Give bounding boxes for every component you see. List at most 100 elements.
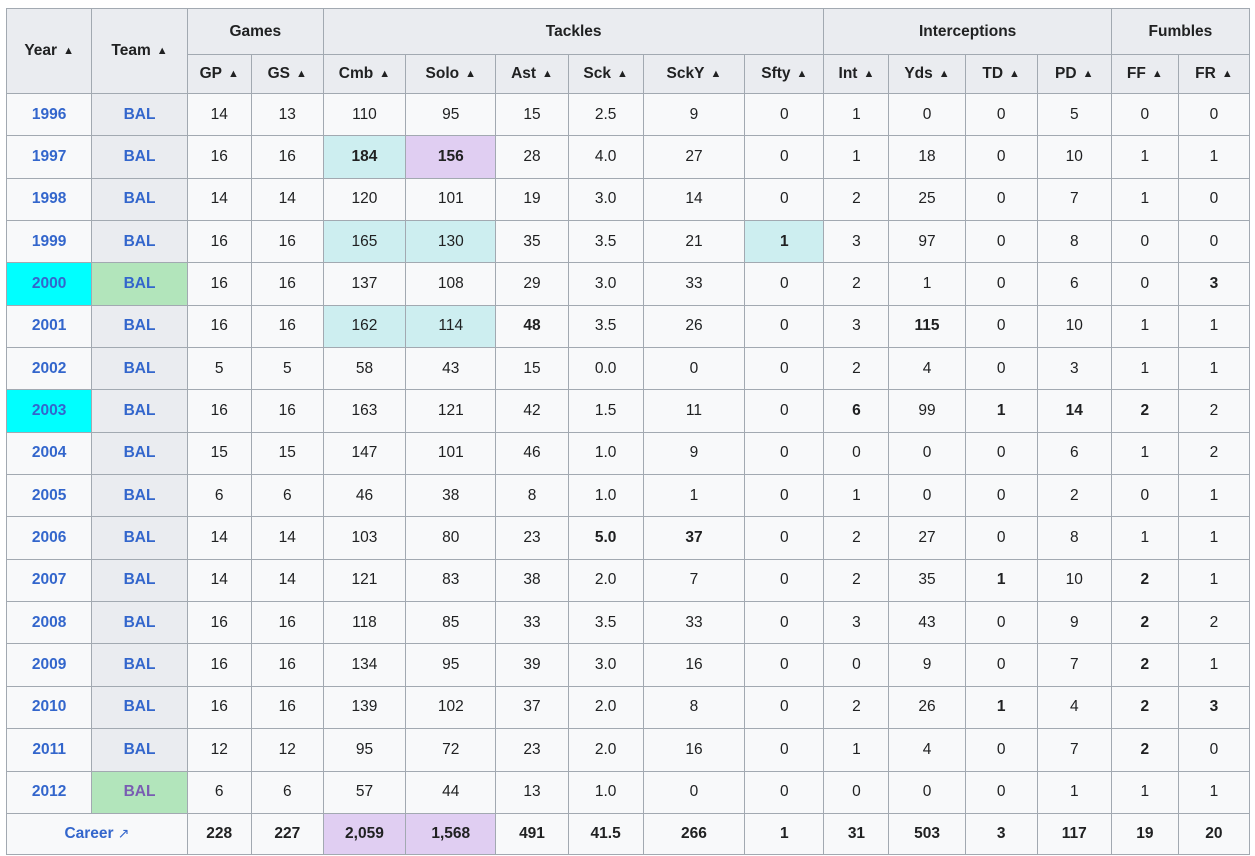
stat-cell-ast: 48: [495, 304, 569, 349]
team-link[interactable]: BAL: [123, 275, 156, 293]
sort-arrows-icon[interactable]: ▲︎: [616, 68, 628, 80]
column-header-scky[interactable]: SckY ▲︎: [642, 54, 746, 94]
team-link[interactable]: BAL: [123, 148, 156, 166]
year-link[interactable]: 2006: [31, 529, 67, 547]
year-link[interactable]: 2009: [31, 656, 67, 674]
year-link[interactable]: 2011: [32, 740, 66, 758]
team-link[interactable]: BAL: [123, 740, 156, 758]
stat-cell-fr: 1: [1177, 516, 1251, 560]
team-link[interactable]: BAL: [123, 317, 156, 335]
year-cell: 2007: [5, 558, 93, 603]
year-column-header[interactable]: Year ▲︎: [5, 8, 93, 94]
stat-cell-gp: 12: [186, 728, 252, 772]
team-column-header[interactable]: Team ▲︎: [91, 8, 188, 94]
sort-arrows-icon[interactable]: ▲︎: [379, 68, 391, 80]
column-header-td[interactable]: TD ▲︎: [964, 54, 1038, 94]
team-link[interactable]: BAL: [123, 783, 156, 801]
stat-cell-gs: 12: [250, 728, 324, 772]
team-link[interactable]: BAL: [123, 656, 156, 674]
column-header-sck[interactable]: Sck ▲︎: [567, 54, 644, 94]
year-link[interactable]: 2012: [31, 783, 67, 801]
team-link[interactable]: BAL: [123, 105, 156, 123]
stat-cell-ff: 1: [1110, 304, 1179, 349]
career-link[interactable]: Career ↗: [64, 825, 130, 842]
column-header-cmb[interactable]: Cmb ▲︎: [322, 54, 407, 94]
year-cell: 2009: [5, 643, 93, 687]
year-link[interactable]: 1997: [31, 148, 67, 166]
sort-arrows-icon[interactable]: ▲︎: [1221, 68, 1233, 80]
stat-cell-ff: 0: [1110, 220, 1179, 264]
year-cell: 1999: [5, 220, 93, 264]
sort-arrows-icon[interactable]: ▲︎: [796, 68, 808, 80]
stat-cell-pd: 4: [1036, 685, 1112, 730]
team-link[interactable]: BAL: [123, 402, 156, 420]
team-link[interactable]: BAL: [123, 190, 156, 208]
year-cell: 2000: [5, 262, 93, 306]
external-link-icon[interactable]: ↗: [117, 825, 130, 841]
year-link[interactable]: 2004: [31, 444, 67, 462]
year-link[interactable]: 2010: [31, 698, 67, 716]
column-header-ast[interactable]: Ast ▲︎: [495, 54, 569, 94]
sort-arrows-icon[interactable]: ▲︎: [1082, 68, 1094, 80]
team-link[interactable]: BAL: [123, 529, 156, 547]
team-cell: BAL: [91, 262, 188, 306]
stat-cell-gp: 16: [186, 643, 252, 687]
team-link[interactable]: BAL: [123, 571, 156, 589]
year-link[interactable]: 2005: [31, 486, 67, 504]
column-header-pd[interactable]: PD ▲︎: [1036, 54, 1112, 94]
column-header-fr[interactable]: FR ▲︎: [1177, 54, 1251, 94]
sort-arrows-icon[interactable]: ▲︎: [938, 68, 950, 80]
year-link[interactable]: 2008: [31, 613, 67, 631]
year-link[interactable]: 1998: [31, 190, 67, 208]
stat-cell-int: 2: [823, 177, 890, 222]
sort-arrows-icon[interactable]: ▲︎: [1009, 68, 1020, 80]
column-header-sfty[interactable]: Sfty ▲︎: [744, 54, 825, 94]
year-link[interactable]: 2000: [31, 275, 67, 293]
sort-arrows-icon[interactable]: ▲︎: [296, 68, 307, 80]
column-header-yds[interactable]: Yds ▲︎: [888, 54, 966, 94]
team-link[interactable]: BAL: [123, 232, 156, 250]
stat-cell-gp: 15: [186, 431, 252, 476]
year-link[interactable]: 1999: [31, 232, 67, 250]
sort-arrows-icon[interactable]: ▲︎: [863, 68, 875, 80]
sort-arrows-icon[interactable]: ▲︎: [227, 68, 239, 80]
sort-arrows-icon[interactable]: ▲︎: [156, 45, 168, 57]
team-link[interactable]: BAL: [123, 613, 156, 631]
stat-cell-sfty: 0: [744, 558, 825, 603]
stat-cell-yds: 43: [888, 601, 966, 645]
tackles-group-header: Tackles: [322, 8, 825, 55]
stat-cell-yds: 0: [888, 431, 966, 476]
sort-arrows-icon[interactable]: ▲︎: [542, 68, 553, 80]
stat-cell-fr: 1: [1177, 770, 1251, 814]
team-link[interactable]: BAL: [123, 698, 156, 716]
stat-cell-int: 2: [823, 262, 890, 306]
stat-cell-int: 6: [823, 389, 890, 433]
stat-cell-gs: 14: [250, 177, 324, 222]
team-link[interactable]: BAL: [123, 444, 156, 462]
career-total-ast: 491: [495, 813, 569, 855]
year-link[interactable]: 2007: [31, 571, 67, 589]
column-header-ff[interactable]: FF ▲︎: [1110, 54, 1179, 94]
column-header-int[interactable]: Int ▲︎: [823, 54, 890, 94]
team-link[interactable]: BAL: [123, 359, 156, 377]
stat-cell-fr: 1: [1177, 558, 1251, 603]
year-link[interactable]: 2002: [31, 359, 67, 377]
stat-cell-fr: 0: [1177, 92, 1251, 137]
year-link[interactable]: 1996: [31, 105, 67, 123]
stat-cell-gs: 15: [250, 431, 324, 476]
column-header-gp[interactable]: GP ▲︎: [186, 54, 252, 94]
column-header-gs[interactable]: GS ▲︎: [250, 54, 324, 94]
stat-cell-gp: 5: [186, 347, 252, 391]
sort-arrows-icon[interactable]: ▲︎: [710, 68, 722, 80]
sort-arrows-icon[interactable]: ▲︎: [63, 45, 74, 57]
team-link[interactable]: BAL: [123, 486, 156, 504]
sort-arrows-icon[interactable]: ▲︎: [1151, 68, 1163, 80]
sort-arrows-icon[interactable]: ▲︎: [465, 68, 476, 80]
stat-cell-solo: 80: [405, 516, 497, 560]
stat-cell-scky: 7: [642, 558, 746, 603]
column-header-solo[interactable]: Solo ▲︎: [405, 54, 497, 94]
year-link[interactable]: 2001: [31, 317, 67, 335]
stat-cell-ast: 46: [495, 431, 569, 476]
stat-cell-gp: 6: [186, 474, 252, 518]
year-link[interactable]: 2003: [31, 402, 67, 420]
